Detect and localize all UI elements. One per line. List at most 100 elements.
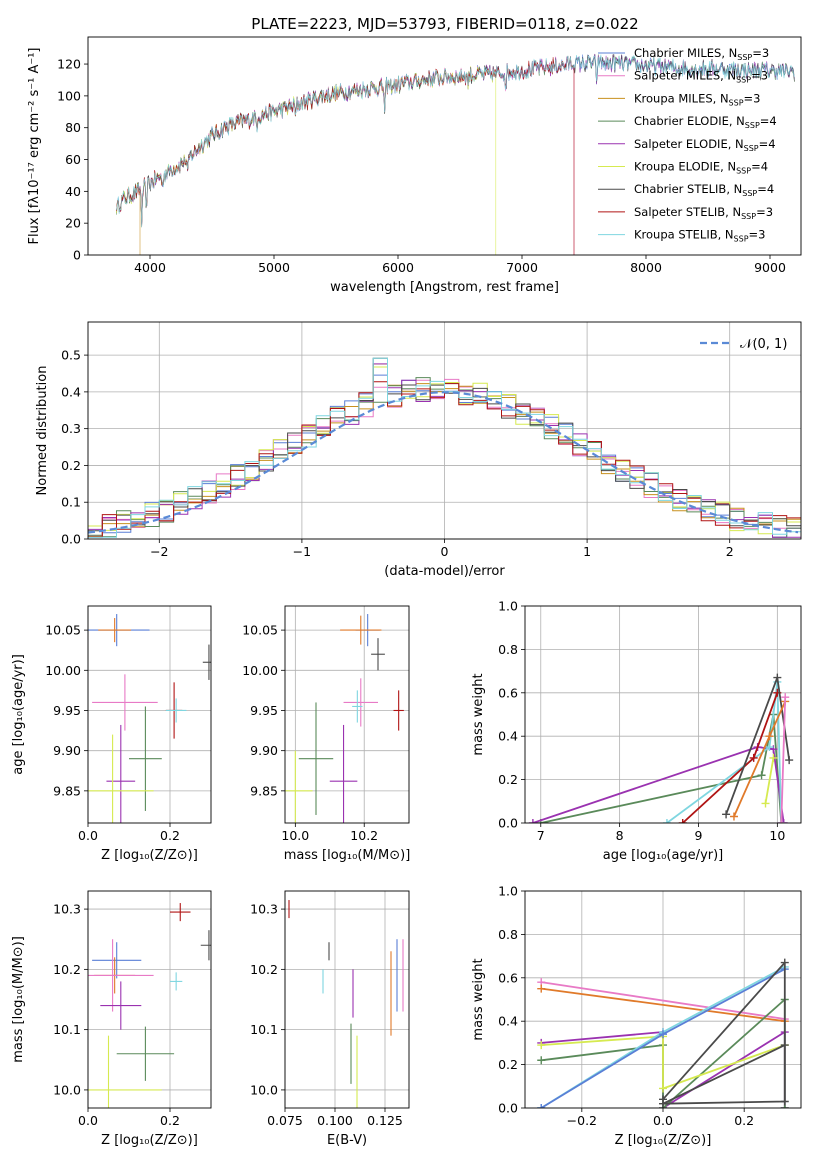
axes: 0.0 0.2 9.85 9.90 9.95 10.00 10.05 Z [log₁₀(Z/Z… <box>11 605 212 863</box>
axes: −2 −1 0 1 2 0.0 0.1 0.2 0.3 0.4 0.5 (data-model)/er… <box>35 321 802 579</box>
panel-residuals: −2 −1 0 1 2 0.0 0.1 0.2 0.3 0.4 0.5 (data-model)/er… <box>35 321 802 579</box>
y-tick-label: 0.2 <box>498 772 518 787</box>
weight-line <box>541 981 785 1020</box>
x-tick-label: 0.2 <box>160 828 180 843</box>
y-tick-label: 0.1 <box>61 495 81 510</box>
legend: 𝒩(0, 1) <box>700 337 787 352</box>
y-tick-label: 10.05 <box>45 623 81 638</box>
weight-marker <box>537 1041 546 1050</box>
axes: 7 8 9 10 0.0 0.2 0.4 0.6 0.8 1.0 age [log₁₀(age/yr… <box>471 599 802 863</box>
weight-marker <box>777 819 786 823</box>
axes-frame <box>284 605 410 824</box>
x-tick-label: 6000 <box>382 260 414 275</box>
error-bar-point <box>393 690 404 731</box>
x-tick-label: 9 <box>695 828 703 843</box>
x-axis-label: Z [log₁₀(Z/Z⊙)] <box>101 848 198 863</box>
error-bar-point <box>88 1035 162 1108</box>
x-tick-label: 9000 <box>754 260 786 275</box>
y-tick-label: 0.8 <box>498 642 518 657</box>
weight-line <box>540 713 783 823</box>
legend-label: Chabrier STELIB, NSSP=4 <box>634 182 774 198</box>
x-tick-label: −2 <box>150 544 168 559</box>
weight-marker <box>537 1056 546 1065</box>
plot-area <box>88 614 211 823</box>
weight-line <box>764 757 775 804</box>
axes: 0.075 0.100 0.125 10.0 10.1 10.2 10.3 E(B-V) <box>250 890 410 1148</box>
x-tick-label: 7 <box>537 828 545 843</box>
panel-weight_vs_Z: −0.2 0.0 0.2 0.0 0.2 0.4 0.6 0.8 1.0 Z [log₁₀(Z/Z… <box>471 884 802 1148</box>
y-tick-label: 60 <box>65 152 81 167</box>
weight-marker <box>785 756 794 765</box>
axes-frame <box>524 605 802 824</box>
weight-marker <box>537 984 546 993</box>
y-tick-label: 9.85 <box>53 783 81 798</box>
y-tick-label: 0.5 <box>61 348 81 363</box>
y-tick-label: 0.4 <box>498 1014 518 1029</box>
spectrum-line <box>116 57 575 255</box>
weight-marker <box>779 819 788 823</box>
error-bar-point <box>170 972 183 991</box>
weight-marker <box>678 819 687 823</box>
y-tick-label: 10.0 <box>53 1082 81 1097</box>
error-bar-point <box>88 734 154 823</box>
error-bar-point <box>129 706 162 811</box>
axes-frame <box>87 605 212 824</box>
y-tick-label: 10.1 <box>53 1022 81 1037</box>
weight-line <box>541 1035 786 1090</box>
x-tick-label: 0.2 <box>734 1113 754 1128</box>
y-tick-label: 0 <box>73 248 81 263</box>
spectrum-line <box>116 66 497 255</box>
y-tick-label: 0.0 <box>498 816 518 831</box>
weight-marker <box>528 819 537 823</box>
y-axis-label: age [log₁₀(age/yr)] <box>11 654 26 775</box>
x-tick-label: 5000 <box>258 260 290 275</box>
x-tick-label: 0.2 <box>160 1113 180 1128</box>
weight-marker <box>780 958 789 967</box>
panel-mass_vs_ebv: 0.075 0.100 0.125 10.0 10.1 10.2 10.3 E(B-V) <box>250 890 410 1148</box>
weight-marker <box>781 693 790 702</box>
y-axis-label: mass weight <box>471 673 486 755</box>
x-tick-label: 0.0 <box>653 1113 673 1128</box>
y-tick-label: 0.4 <box>498 729 518 744</box>
weight-marker <box>761 799 770 808</box>
x-tick-label: 10 <box>769 828 785 843</box>
weight-marker <box>780 1097 789 1106</box>
x-axis-label: mass [log₁₀(M/M⊙)] <box>284 848 411 863</box>
y-tick-label: 40 <box>65 184 81 199</box>
panel-age_vs_Z: 0.0 0.2 9.85 9.90 9.95 10.00 10.05 Z [log₁₀(Z/Z… <box>11 605 212 863</box>
weight-marker <box>769 753 778 762</box>
error-bar-point <box>200 930 211 961</box>
y-tick-label: 0.2 <box>498 1057 518 1072</box>
error-bar-point <box>92 942 142 979</box>
x-tick-label: 0.125 <box>367 1113 403 1128</box>
weight-line <box>666 681 783 823</box>
y-tick-label: 0.2 <box>61 458 81 473</box>
weight-marker <box>729 812 738 821</box>
weight-marker <box>722 810 731 819</box>
x-tick-label: −1 <box>293 544 311 559</box>
x-tick-label: 7000 <box>506 260 538 275</box>
figure-title: PLATE=2223, MJD=53793, FIBERID=0118, z=0… <box>251 15 638 33</box>
weight-marker <box>662 819 671 823</box>
y-tick-label: 10.05 <box>242 623 278 638</box>
plot-area <box>285 614 404 823</box>
x-axis-label: wavelength [Angstrom, rest frame] <box>330 280 559 295</box>
weight-marker <box>773 673 782 682</box>
weight-line <box>541 987 785 1023</box>
weight-marker <box>757 771 766 780</box>
y-tick-label: 100 <box>57 88 81 103</box>
error-bar-point <box>343 678 378 727</box>
plot-area <box>88 903 211 1108</box>
plot-area <box>537 958 789 1108</box>
y-tick-label: 10.00 <box>45 663 81 678</box>
legend-label: Kroupa MILES, NSSP=3 <box>634 91 760 107</box>
weight-line <box>780 697 787 823</box>
plot-area <box>288 900 404 1108</box>
error-bar-point <box>165 698 187 723</box>
y-tick-label: 120 <box>57 57 81 72</box>
panel-weight_vs_age: 7 8 9 10 0.0 0.2 0.4 0.6 0.8 1.0 age [log₁₀(age/yr… <box>471 599 802 863</box>
y-tick-label: 9.90 <box>250 743 278 758</box>
panel-spectrum: 4000 5000 6000 7000 8000 9000 0 20 40 60 80 100 120 w… <box>27 36 802 295</box>
y-tick-label: 9.95 <box>250 703 278 718</box>
